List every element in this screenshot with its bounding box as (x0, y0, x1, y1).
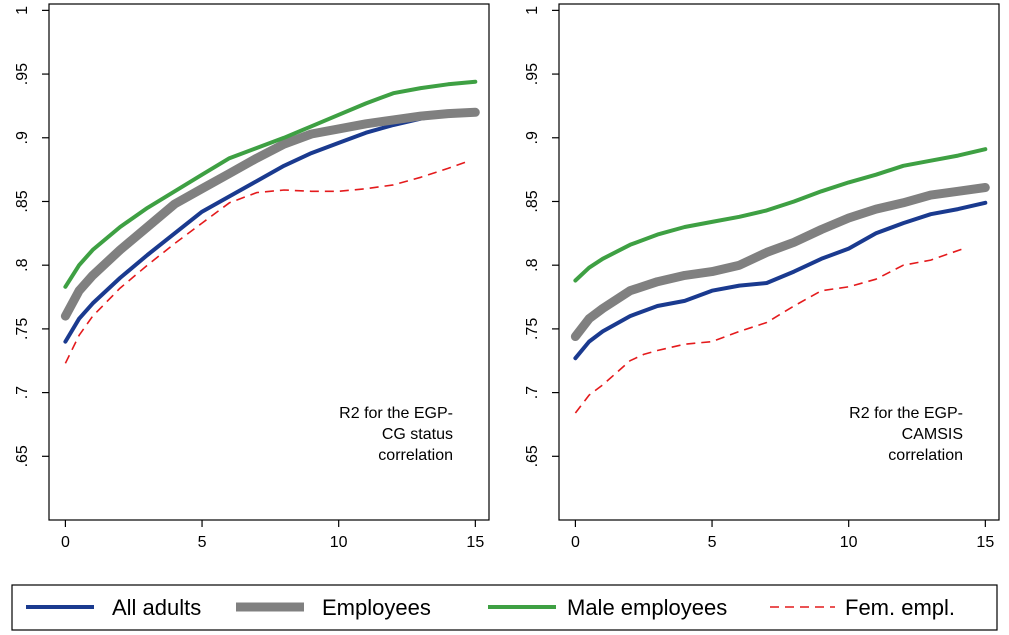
series-line-male-employees (573, 147, 988, 283)
x-tick-label: 15 (466, 534, 484, 551)
annotation-text: correlation (378, 447, 453, 464)
series-line-employees (570, 183, 990, 341)
series-line-fem-empl (574, 247, 964, 414)
x-tick-label: 10 (330, 534, 348, 551)
annotation-text: R2 for the EGP- (339, 405, 453, 422)
annotation-text: CG status (382, 426, 453, 443)
y-tick-label: .8 (524, 258, 541, 271)
y-tick-label: .7 (14, 386, 31, 399)
x-tick-label: 5 (708, 534, 717, 551)
x-tick-label: 5 (198, 534, 207, 551)
x-tick-label: 10 (840, 534, 858, 551)
y-tick-label: .9 (14, 131, 31, 144)
series-line-male-employees (63, 79, 478, 289)
legend-label: Employees (322, 595, 431, 620)
y-tick-label: .65 (524, 445, 541, 467)
y-tick-label: .85 (14, 190, 31, 212)
plot-frame (558, 3, 1000, 521)
legend: All adults Employees Male employees Fem. em… (11, 584, 998, 631)
y-tick-label: .7 (524, 386, 541, 399)
y-tick-label: 1 (524, 6, 541, 15)
y-tick-label: .65 (14, 445, 31, 467)
y-tick-label: .8 (14, 258, 31, 271)
y-tick-label: .95 (14, 63, 31, 85)
y-tick-label: .75 (524, 318, 541, 340)
y-tick-label: .95 (524, 63, 541, 85)
y-tick-label: .9 (524, 131, 541, 144)
y-tick-label: 1 (14, 6, 31, 15)
legend-label: All adults (112, 595, 201, 620)
annotation-text: correlation (888, 447, 963, 464)
plot-frame (48, 3, 490, 521)
annotation-text: CAMSIS (902, 426, 963, 443)
legend-label: Male employees (567, 595, 727, 620)
x-tick-label: 0 (61, 534, 70, 551)
y-tick-label: .85 (524, 190, 541, 212)
legend-label: Fem. empl. (845, 595, 955, 620)
x-tick-label: 0 (571, 534, 580, 551)
annotation-text: R2 for the EGP- (849, 405, 963, 422)
y-tick-label: .75 (14, 318, 31, 340)
x-tick-label: 15 (976, 534, 994, 551)
series-line-all-adults (573, 200, 988, 361)
series-line-fem-empl (64, 159, 471, 364)
series-line-employees (60, 107, 480, 321)
